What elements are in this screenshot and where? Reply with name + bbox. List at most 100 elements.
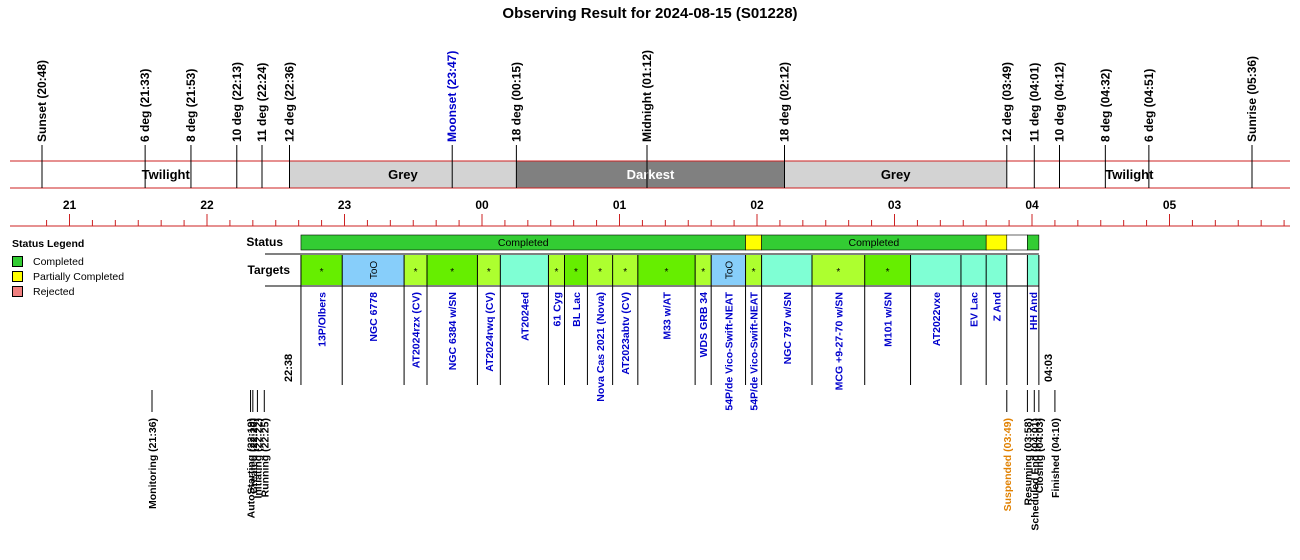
target-name-19: Z And xyxy=(991,292,1003,321)
event-label-4: 11 deg (22:24) xyxy=(255,63,269,142)
target-name-17: AT2022vxe xyxy=(931,292,943,346)
band-darkest-2 xyxy=(516,161,785,188)
event-label-6: Moonset (23:47) xyxy=(445,51,459,142)
sys-event-label-7: Scheduled End (04:01) xyxy=(1029,418,1041,531)
target-block-10 xyxy=(637,255,696,285)
target-mark-8: * xyxy=(598,267,602,278)
event-label-15: Sunrise (05:36) xyxy=(1245,56,1259,142)
legend-label-partially-completed: Partially Completed xyxy=(33,270,125,283)
legend-item-completed: Completed xyxy=(12,254,124,269)
target-block-14 xyxy=(761,255,812,285)
target-block-2 xyxy=(404,255,427,285)
event-label-12: 10 deg (04:12) xyxy=(1053,62,1067,142)
target-block-0 xyxy=(300,255,343,285)
target-block-15 xyxy=(812,255,865,285)
sys-event-label-4: Running (22:25) xyxy=(259,418,271,497)
target-block-5 xyxy=(500,255,549,285)
target-block-9 xyxy=(612,255,638,285)
legend-item-partially-completed: Partially Completed xyxy=(12,269,124,284)
sys-event-label-5: Suspended (03:49) xyxy=(1002,418,1014,511)
target-name-21: HH And xyxy=(1028,292,1040,330)
target-name-15: MCG +9-27-70 w/SN xyxy=(833,292,845,390)
target-mark-4: * xyxy=(487,267,491,278)
sys-event-label-2: Created (22:20) xyxy=(248,418,260,494)
target-name-16: M101 w/SN xyxy=(883,292,895,347)
target-mark-15: * xyxy=(836,267,840,278)
target-name-18: EV Lac xyxy=(969,292,981,327)
band-twilight-0 xyxy=(42,161,290,188)
target-name-4: AT2024rwq (CV) xyxy=(484,292,496,372)
target-name-11: WDS GRB 34 xyxy=(698,292,710,358)
sys-event-label-1: AutoStarting (22:19) xyxy=(246,418,258,518)
target-mark-7: * xyxy=(574,267,578,278)
target-block-6 xyxy=(548,255,565,285)
legend-swatch-partially-completed xyxy=(12,271,23,282)
target-block-12 xyxy=(711,255,746,285)
hour-label-01: 01 xyxy=(613,198,627,212)
hour-label-21: 21 xyxy=(63,198,77,212)
targets-row-label: Targets xyxy=(248,263,291,277)
target-mark-6: * xyxy=(555,267,559,278)
legend-label-rejected: Rejected xyxy=(33,285,75,298)
sys-event-label-0: Monitoring (21:36) xyxy=(147,418,159,509)
target-name-14: NGC 797 w/SN xyxy=(782,292,794,364)
target-mark-12: ToO xyxy=(724,261,735,280)
sys-event-label-8: Closing (04:03) xyxy=(1034,418,1046,493)
status-segment-4 xyxy=(1006,234,1028,251)
target-name-3: NGC 6384 w/SN xyxy=(447,292,459,370)
event-label-1: 6 deg (21:33) xyxy=(138,69,152,142)
event-label-2: 8 deg (21:53) xyxy=(184,69,198,142)
target-block-16 xyxy=(864,255,911,285)
event-label-7: 18 deg (00:15) xyxy=(509,62,523,142)
sys-event-label-3: Initiating (22:22) xyxy=(252,418,264,499)
target-block-13 xyxy=(745,255,762,285)
target-name-6: 61 Cyg xyxy=(551,292,563,326)
target-name-12: 54P/de Vico-Swift-NEAT xyxy=(723,291,735,410)
target-mark-3: * xyxy=(450,267,454,278)
event-label-11: 11 deg (04:01) xyxy=(1027,63,1041,142)
chart-title: Observing Result for 2024-08-15 (S01228) xyxy=(502,5,798,22)
sys-event-label-6: Resuming (03:58) xyxy=(1022,418,1034,506)
target-mark-11: * xyxy=(701,267,705,278)
target-mark-10: * xyxy=(665,267,669,278)
status-label-0: Completed xyxy=(498,237,549,249)
band-label-4: Twilight xyxy=(1105,167,1154,182)
hour-label-05: 05 xyxy=(1163,198,1177,212)
event-label-5: 12 deg (22:36) xyxy=(283,62,297,142)
band-label-0: Twilight xyxy=(142,167,191,182)
target-name-10: M33 w/AT xyxy=(661,291,673,339)
event-label-9: 18 deg (02:12) xyxy=(778,62,792,142)
band-twilight-4 xyxy=(1006,161,1252,188)
event-label-3: 10 deg (22:13) xyxy=(230,62,244,142)
status-label-2: Completed xyxy=(848,237,899,249)
hour-label-22: 22 xyxy=(200,198,214,212)
status-legend: Status Legend Completed Partially Comple… xyxy=(12,238,124,299)
target-block-18 xyxy=(960,255,987,285)
target-mark-1: ToO xyxy=(369,261,380,280)
target-name-2: AT2024rzx (CV) xyxy=(411,292,423,368)
target-block-8 xyxy=(587,255,613,285)
target-name-5: AT2024ed xyxy=(519,292,531,341)
legend-swatch-completed xyxy=(12,256,23,267)
event-label-14: 6 deg (04:51) xyxy=(1142,69,1156,142)
band-label-3: Grey xyxy=(881,167,911,182)
band-grey-1 xyxy=(289,161,517,188)
target-block-7 xyxy=(564,255,588,285)
target-block-20 xyxy=(1006,255,1028,285)
target-block-1 xyxy=(342,255,405,285)
target-mark-9: * xyxy=(623,267,627,278)
target-block-17 xyxy=(910,255,961,285)
hour-label-03: 03 xyxy=(888,198,902,212)
hour-label-02: 02 xyxy=(750,198,764,212)
target-name-0: 13P/Olbers xyxy=(317,292,329,347)
band-grey-3 xyxy=(784,161,1007,188)
legend-label-completed: Completed xyxy=(33,255,84,268)
status-row-label: Status xyxy=(246,235,283,249)
legend-item-rejected: Rejected xyxy=(12,284,124,299)
hour-label-04: 04 xyxy=(1025,198,1039,212)
hour-label-00: 00 xyxy=(475,198,489,212)
target-mark-13: * xyxy=(752,267,756,278)
target-name-7: BL Lac xyxy=(571,292,583,327)
hour-label-23: 23 xyxy=(338,198,352,212)
event-label-13: 8 deg (04:32) xyxy=(1098,69,1112,142)
